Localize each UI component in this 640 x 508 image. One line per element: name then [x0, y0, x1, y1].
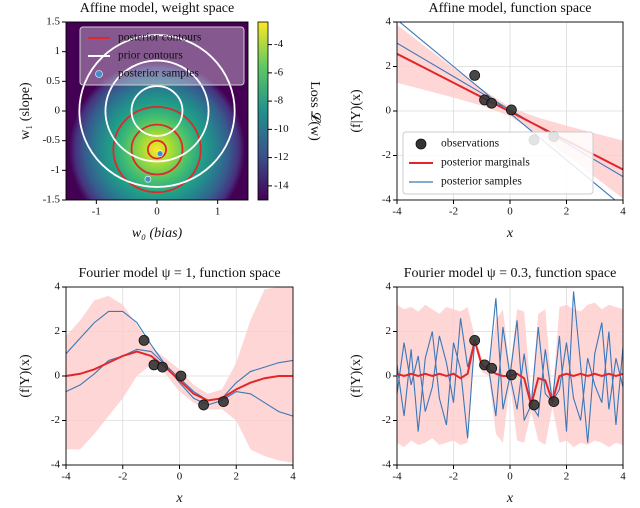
x-tick-label: 4 — [290, 471, 296, 483]
contour-line — [146, 139, 167, 160]
legend-label: posterior samples — [441, 176, 522, 188]
chart-title: Fourier model ψ = 0.3, function space — [404, 266, 617, 281]
legend: posterior contours prior contours posterio… — [79, 26, 245, 86]
contour-line — [112, 105, 202, 194]
colorbar-tick-label: -6 — [274, 66, 284, 78]
legend-swatch — [95, 70, 103, 78]
legend: observations posterior marginals posterior… — [402, 131, 594, 195]
x-tick-label: 0 — [177, 471, 183, 483]
y-tick-label: -0.5 — [43, 134, 61, 146]
plot-area — [66, 22, 248, 200]
y-tick-label: -2 — [382, 414, 391, 426]
x-tick-label: -2 — [118, 471, 127, 483]
y-axis-label: (f|Y)(x) — [18, 354, 33, 398]
legend-label: posterior contours — [118, 32, 202, 44]
observation — [469, 70, 481, 81]
y-tick-label: 1.5 — [46, 16, 60, 28]
x-axis-label: x — [175, 491, 183, 506]
y-tick-label: -4 — [51, 459, 61, 471]
y-tick-label: 2 — [55, 325, 61, 337]
x-tick-label: 0 — [154, 206, 160, 218]
colorbar-tick-label: -10 — [274, 123, 289, 135]
x-axis-label: x — [506, 491, 514, 506]
x-tick-label: 2 — [234, 471, 240, 483]
x-tick-label: 1 — [215, 206, 221, 218]
observation — [198, 399, 210, 411]
observation — [138, 334, 150, 346]
contour-line — [78, 34, 236, 188]
colorbar-tick-label: -12 — [274, 151, 289, 163]
y-tick-label: 0.5 — [46, 75, 60, 87]
legend-label: observations — [441, 138, 500, 150]
y-tick-label: -2 — [51, 414, 60, 426]
y-tick-label: 2 — [386, 60, 392, 72]
y-axis-label: (f|Y)(x) — [349, 89, 364, 133]
y-tick-label: 2 — [386, 325, 392, 337]
observation — [175, 370, 187, 382]
y-axis-label: w₁ (slope) — [18, 82, 33, 140]
observation — [486, 362, 498, 374]
observation — [506, 369, 517, 381]
x-axis-label: x — [506, 226, 514, 241]
legend-label: prior contours — [118, 50, 183, 62]
observation — [157, 361, 168, 373]
y-tick-label: -4 — [382, 194, 392, 206]
y-tick-label: -1.5 — [43, 194, 61, 206]
chart-title: Affine model, function space — [428, 1, 591, 16]
sample-point — [156, 150, 164, 158]
y-tick-label: 0 — [386, 105, 392, 117]
legend-label: posterior samples — [118, 68, 199, 80]
observation — [486, 97, 498, 109]
legend-box — [402, 131, 594, 195]
x-tick-label: 0 — [507, 471, 513, 483]
x-tick-label: -4 — [392, 471, 402, 483]
x-tick-label: 4 — [620, 471, 626, 483]
contour-line — [104, 59, 210, 163]
y-tick-label: 0 — [55, 105, 61, 117]
x-tick-label: -4 — [392, 206, 402, 218]
legend-swatch — [415, 138, 427, 150]
y-tick-label: -4 — [382, 459, 392, 471]
legend-label: posterior marginals — [441, 157, 530, 169]
observation — [548, 396, 560, 407]
x-tick-label: 2 — [564, 206, 570, 218]
colorbar-tick-label: -14 — [274, 179, 289, 191]
colorbar-label: Loss 𝓛(w) — [307, 81, 323, 141]
observation — [528, 399, 540, 411]
heatmap — [66, 22, 248, 200]
y-tick-label: 0 — [386, 370, 392, 382]
observation — [218, 396, 229, 407]
observation — [506, 104, 517, 116]
chart-title: Fourier model ψ = 1, function space — [78, 266, 280, 281]
y-tick-label: 4 — [386, 281, 392, 293]
chart-title: Affine model, weight space — [80, 1, 234, 16]
contour-line — [130, 85, 184, 137]
plot-area — [66, 287, 293, 465]
x-tick-label: -4 — [61, 471, 71, 483]
sample-line — [66, 310, 293, 417]
y-tick-label: -1 — [51, 164, 60, 176]
x-tick-label: 4 — [620, 206, 626, 218]
y-tick-label: 4 — [55, 281, 61, 293]
y-tick-label: 0 — [55, 370, 61, 382]
colorbar-tick-label: -8 — [274, 95, 284, 107]
sample-point — [144, 175, 152, 183]
y-axis-label: (f|Y)(x) — [349, 354, 364, 398]
observation — [469, 334, 481, 346]
colorbar — [257, 21, 269, 201]
y-tick-label: 4 — [386, 16, 392, 28]
contour-line — [130, 123, 184, 176]
plot-area — [397, 287, 623, 465]
legend-box — [79, 26, 245, 86]
x-tick-label: -2 — [449, 206, 458, 218]
x-tick-label: -1 — [92, 206, 101, 218]
y-tick-label: 1 — [55, 45, 61, 57]
x-tick-label: -2 — [449, 471, 458, 483]
x-tick-label: 2 — [564, 471, 570, 483]
x-tick-label: 0 — [507, 206, 513, 218]
y-tick-label: -2 — [382, 149, 391, 161]
colorbar-tick-label: -4 — [274, 38, 284, 50]
x-axis-label: w₀ (bias) — [132, 226, 183, 241]
